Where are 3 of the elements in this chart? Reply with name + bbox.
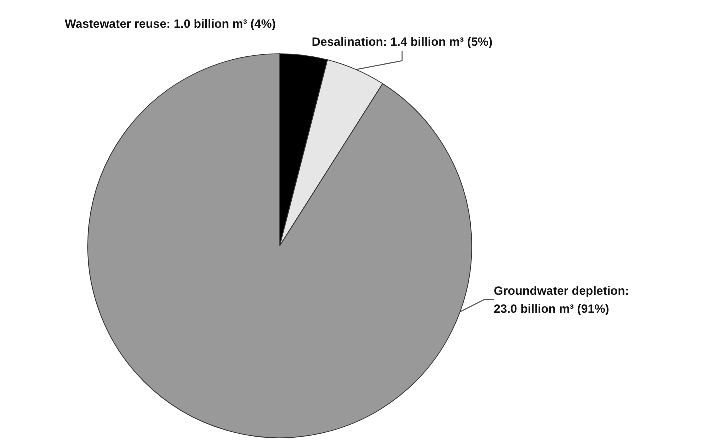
slice-label: Wastewater reuse: 1.0 billion m³ (4%) [65, 17, 276, 31]
slice-label: Groundwater depletion: 23.0 billion m³ (91%) [494, 284, 630, 316]
slice-label: Desalination: 1.4 billion m³ (5%) [312, 35, 493, 49]
